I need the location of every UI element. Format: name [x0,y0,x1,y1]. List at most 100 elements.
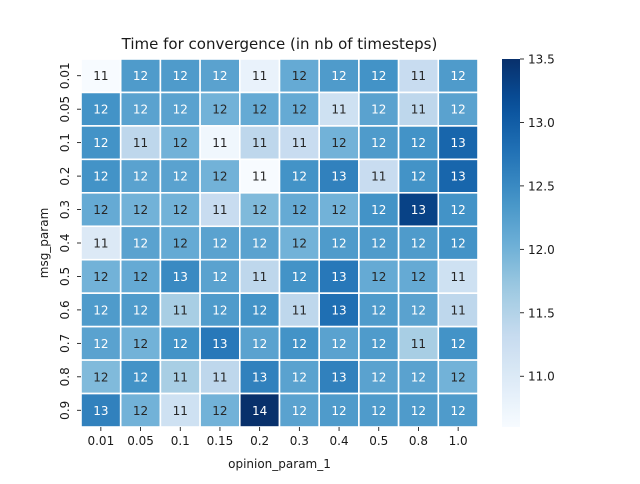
cell-value-label: 13 [451,136,466,150]
cell-value-label: 12 [411,237,426,251]
x-tick-label: 0.8 [409,434,428,448]
heatmap-cell [397,258,440,294]
heatmap-cell [318,91,360,127]
heatmap-cell [318,292,360,328]
cell-value-label: 12 [212,103,227,117]
cell-value-label: 11 [133,136,148,150]
cell-value-label: 12 [371,370,386,384]
cell-value-label: 12 [212,237,227,251]
heatmap-cell [278,158,321,194]
heatmap-cell [318,258,360,294]
heatmap-cell [278,359,321,395]
cell-value-label: 12 [93,303,108,317]
cell-value-label: 12 [173,237,188,251]
cell-value-label: 12 [93,337,108,351]
cell-value-label: 12 [212,69,227,83]
colorbar-tick-label: 13.5 [528,53,555,67]
cell-value-label: 12 [331,136,346,150]
cell-value-label: 12 [173,170,188,184]
cell-value-label: 11 [451,270,466,284]
cell-value-label: 11 [173,404,188,418]
cell-value-label: 11 [252,69,267,83]
cell-value-label: 13 [331,170,346,184]
colorbar-tick-label: 11.0 [528,370,555,384]
heatmap-cell [199,292,241,328]
cell-value-label: 12 [331,237,346,251]
cell-value-label: 12 [371,136,386,150]
cell-value-label: 11 [292,136,307,150]
y-tick-label: 0.8 [58,367,72,386]
cell-value-label: 12 [411,270,426,284]
cell-value-label: 12 [451,404,466,418]
heatmap-cell [397,225,440,261]
cell-value-label: 11 [292,303,307,317]
heatmap-cell [437,292,479,328]
heatmap-cell [437,392,479,428]
heatmap-cell [437,258,479,294]
cell-value-label: 13 [331,270,346,284]
heatmap-cell [119,392,162,428]
heatmap-cell [278,258,321,294]
cell-value-label: 12 [292,337,307,351]
x-tick-label: 0.1 [171,434,190,448]
cell-value-label: 12 [133,303,148,317]
heatmap-cell [358,192,400,228]
heatmap-cell [318,325,360,361]
cell-value-label: 12 [212,303,227,317]
y-tick-label: 0.3 [58,200,72,219]
cell-value-label: 12 [93,170,108,184]
cell-value-label: 12 [93,203,108,217]
heatmap-cell [119,325,162,361]
colorbar-tick-label: 11.5 [528,306,555,320]
y-tick-label: 0.2 [58,167,72,186]
cell-value-label: 12 [93,103,108,117]
heatmap-cell [437,58,479,94]
cell-value-label: 11 [331,103,346,117]
heatmap-cell [437,325,479,361]
cell-value-label: 12 [212,270,227,284]
heatmap-cell [80,359,122,395]
cell-value-label: 12 [133,370,148,384]
heatmap-cell [159,125,201,161]
cell-value-label: 12 [292,370,307,384]
cell-value-label: 12 [252,303,267,317]
heatmap-cell [199,392,241,428]
x-tick-label: 0.15 [207,434,234,448]
y-tick-label: 0.6 [58,300,72,319]
cell-value-label: 12 [292,404,307,418]
cell-value-label: 11 [252,170,267,184]
cell-value-label: 12 [173,103,188,117]
y-tick-label: 0.5 [58,267,72,286]
x-tick-label: 0.01 [87,434,114,448]
heatmap-cell [199,225,241,261]
cell-value-label: 12 [212,170,227,184]
cell-value-label: 13 [173,270,188,284]
heatmap-cell [358,325,400,361]
heatmap-cells [80,58,479,428]
cell-value-label: 12 [371,69,386,83]
heatmap-cell [358,392,400,428]
cell-value-label: 12 [371,103,386,117]
cell-value-label: 12 [133,203,148,217]
heatmap-cell [358,359,400,395]
y-tick-label: 0.01 [58,62,72,89]
cell-value-label: 12 [331,203,346,217]
cell-value-label: 12 [292,103,307,117]
cell-value-label: 12 [173,337,188,351]
cell-value-label: 12 [292,170,307,184]
cell-value-label: 12 [371,270,386,284]
cell-value-label: 12 [292,203,307,217]
heatmap-cell [318,158,360,194]
cell-value-label: 12 [133,337,148,351]
cell-value-label: 12 [411,370,426,384]
cell-value-label: 12 [252,103,267,117]
cell-value-label: 11 [173,303,188,317]
cell-value-label: 12 [451,103,466,117]
cell-value-label: 11 [93,237,108,251]
cell-value-label: 14 [252,404,267,418]
cell-value-label: 12 [133,270,148,284]
cell-value-label: 13 [411,203,426,217]
heatmap-cell [119,125,162,161]
heatmap-cell [159,292,201,328]
cell-value-label: 12 [331,337,346,351]
